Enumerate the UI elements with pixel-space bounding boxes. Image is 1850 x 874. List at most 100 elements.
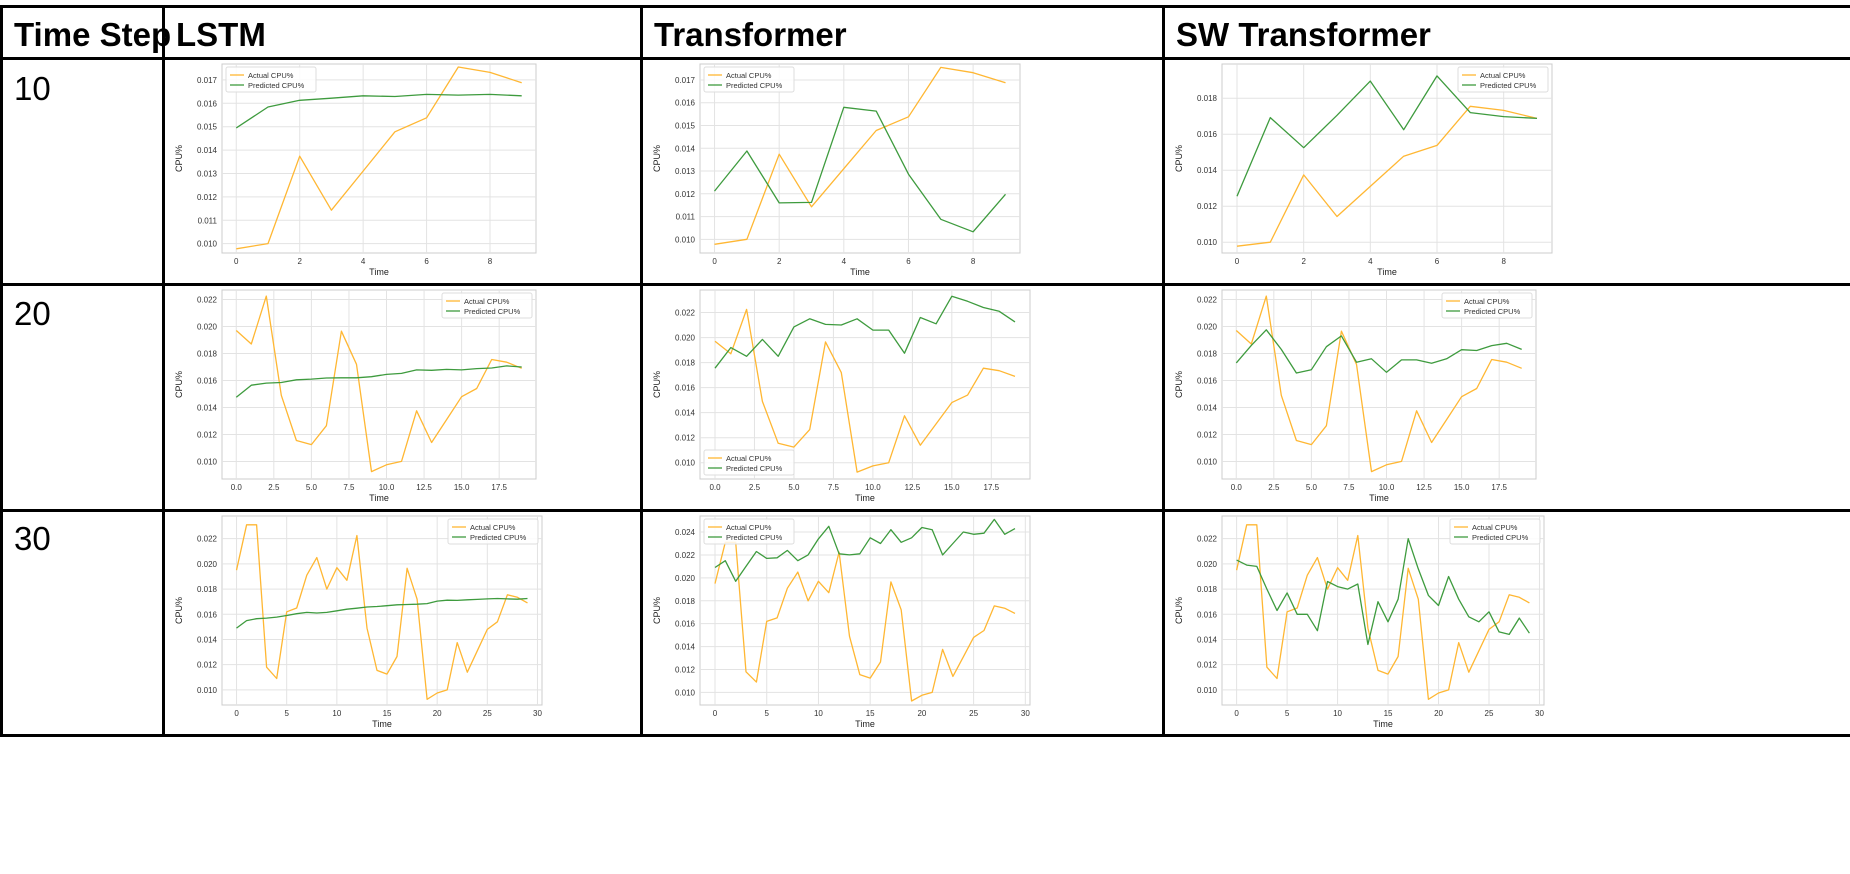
series-line-actual [235,295,522,473]
y-axis-label: CPU% [1174,145,1184,172]
x-tick-label: 10 [814,709,823,718]
table-line-top [0,5,1850,8]
x-tick-label: 0 [1234,709,1239,718]
y-tick-label: 0.012 [197,193,218,202]
y-tick-label: 0.016 [675,384,696,393]
y-tick-label: 0.010 [197,240,218,249]
x-tick-label: 0.0 [709,483,721,492]
y-axis-label: CPU% [1174,371,1184,398]
y-tick-label: 0.020 [1197,560,1218,569]
plot-area [699,289,1031,480]
x-tick-label: 7.5 [828,483,840,492]
x-axis-label: Time [855,719,875,729]
x-tick-label: 2.5 [268,483,280,492]
y-axis-label: CPU% [1174,597,1184,624]
legend-label: Actual CPU% [726,71,772,80]
series-line-predicted [236,597,528,629]
y-axis-label: CPU% [174,145,184,172]
y-tick-label: 0.011 [676,213,696,222]
x-tick-label: 0 [713,709,718,718]
table-line-col-2 [640,5,643,737]
legend-box [703,449,795,476]
y-tick-label: 0.018 [1197,585,1218,594]
legend-label: Predicted CPU% [470,533,527,542]
x-tick-label: 10.0 [865,483,881,492]
plot-area [221,515,543,706]
y-tick-label: 0.010 [1197,457,1218,466]
y-tick-label: 0.016 [1197,130,1218,139]
legend-label: Actual CPU% [1472,523,1518,532]
y-tick-label: 0.016 [197,610,218,619]
series-line-predicted [1235,329,1522,374]
series-line-predicted [714,518,1016,582]
legend-box [1457,66,1549,93]
y-axis-label: CPU% [652,597,662,624]
y-tick-label: 0.016 [675,620,696,629]
legend-box [703,66,795,93]
x-tick-label: 2.5 [749,483,761,492]
legend-label: Predicted CPU% [1472,533,1529,542]
y-tick-label: 0.012 [1197,430,1218,439]
chart-sw-transformer-30: 0.010 0.012 0.014 0.016 0.018 0.020 0.022 0 5 10 1… [1174,515,1545,729]
y-tick-label: 0.017 [197,76,218,85]
x-tick-label: 30 [1535,709,1544,718]
x-tick-label: 10.0 [379,483,395,492]
x-tick-label: 0 [234,257,239,266]
y-tick-label: 0.016 [197,99,218,108]
row-label-time-step-20: 20 [14,295,51,332]
y-tick-label: 0.020 [1197,322,1218,331]
x-tick-label: 7.5 [1343,483,1355,492]
y-tick-label: 0.020 [675,334,696,343]
y-tick-label: 0.013 [197,169,218,178]
legend-label: Predicted CPU% [726,533,783,542]
y-axis-label: CPU% [652,145,662,172]
y-tick-label: 0.016 [1197,610,1218,619]
x-tick-label: 12.5 [416,483,432,492]
chart-lstm-30: 0.010 0.012 0.014 0.016 0.018 0.020 0.022 0 5 10 1… [174,515,543,729]
legend: Actual CPU%Predicted CPU% [703,449,795,476]
x-axis-label: Time [855,493,875,503]
series-line-actual [235,524,528,700]
x-tick-label: 8 [488,257,493,266]
x-tick-label: 12.5 [905,483,921,492]
series-line-actual [1235,524,1530,700]
y-axis-label: CPU% [174,371,184,398]
legend: Actual CPU%Predicted CPU% [447,518,539,545]
y-tick-label: 0.014 [197,146,218,155]
x-tick-label: 10.0 [1379,483,1395,492]
y-tick-label: 0.014 [675,643,696,652]
x-tick-label: 6 [1435,257,1440,266]
x-tick-label: 2 [297,257,302,266]
legend: Actual CPU%Predicted CPU% [1441,292,1533,319]
table-line-left [0,5,3,737]
y-tick-label: 0.018 [197,349,218,358]
y-tick-label: 0.018 [197,585,218,594]
series-line-predicted [713,106,1006,233]
y-tick-label: 0.022 [197,535,218,544]
x-tick-label: 7.5 [343,483,355,492]
legend-label: Actual CPU% [726,454,772,463]
row-label-time-step-30: 30 [14,520,51,557]
header-sw-transformer: SW Transformer [1176,16,1431,53]
chart-sw-transformer-10: 0.010 0.012 0.014 0.016 0.018 0 2 4 6 8 Time CPU% Ac… [1174,63,1553,277]
y-tick-label: 0.020 [675,574,696,583]
y-tick-label: 0.010 [197,686,218,695]
series-line-predicted [235,365,522,398]
x-tick-label: 25 [1485,709,1494,718]
series-line-actual [714,308,1016,473]
x-tick-label: 5.0 [1306,483,1318,492]
x-tick-label: 30 [1021,709,1030,718]
series-line-predicted [235,93,522,129]
x-tick-label: 0 [712,257,717,266]
y-tick-label: 0.013 [675,167,696,176]
y-tick-label: 0.022 [675,551,696,560]
x-tick-label: 5.0 [788,483,800,492]
y-tick-label: 0.014 [675,144,696,153]
chart-transformer-20: 0.010 0.012 0.014 0.016 0.018 0.020 0.022 0.0 2.… [652,289,1031,503]
legend: Actual CPU%Predicted CPU% [1449,518,1541,545]
y-tick-label: 0.012 [675,665,696,674]
legend-label: Predicted CPU% [248,81,305,90]
y-tick-label: 0.018 [1197,94,1218,103]
legend-label: Actual CPU% [1480,71,1526,80]
